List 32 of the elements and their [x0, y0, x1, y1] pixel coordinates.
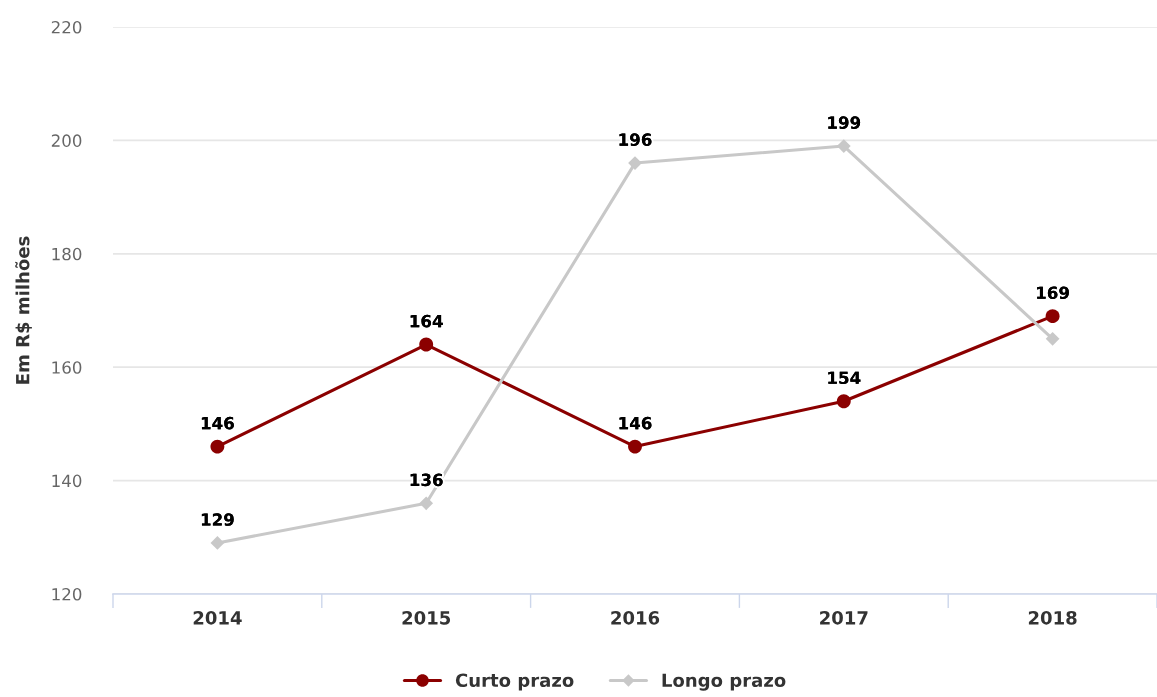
data-label: 169	[1037, 286, 1069, 300]
y-tick-label: 140	[52, 474, 82, 488]
y-tick-label: 180	[52, 247, 82, 261]
data-label: 199	[828, 116, 861, 129]
y-tick-label: 220	[51, 20, 82, 34]
x-tick-label: 2017	[820, 610, 868, 625]
point	[1045, 331, 1060, 346]
point	[836, 394, 851, 409]
legend-label: Curto prazo	[455, 673, 574, 691]
data-label: 146	[619, 416, 652, 430]
point	[628, 439, 642, 454]
data-label: 196	[619, 133, 652, 146]
y-axis-title: Em R$ milhões	[15, 236, 32, 384]
point	[836, 139, 851, 153]
data-label: 154	[828, 371, 861, 385]
data-label: 164	[410, 314, 443, 328]
point	[210, 439, 225, 454]
y-tick-label: 120	[52, 587, 82, 601]
y-tick-label: 200	[51, 134, 82, 147]
x-tick-label: 2016	[611, 610, 660, 625]
data-label: 129	[201, 513, 234, 526]
x-tick-label: 2015	[402, 610, 451, 625]
legend-label: Longo prazo	[662, 673, 786, 691]
x-tick-label: 2014	[193, 610, 242, 625]
point	[210, 536, 225, 550]
data-label: 136	[410, 473, 443, 487]
point	[1045, 309, 1060, 324]
point	[419, 337, 434, 352]
y-tick-label: 160	[52, 361, 82, 374]
data-label: 146	[201, 416, 234, 430]
point	[419, 496, 434, 511]
x-tick-label: 2018	[1028, 610, 1077, 625]
